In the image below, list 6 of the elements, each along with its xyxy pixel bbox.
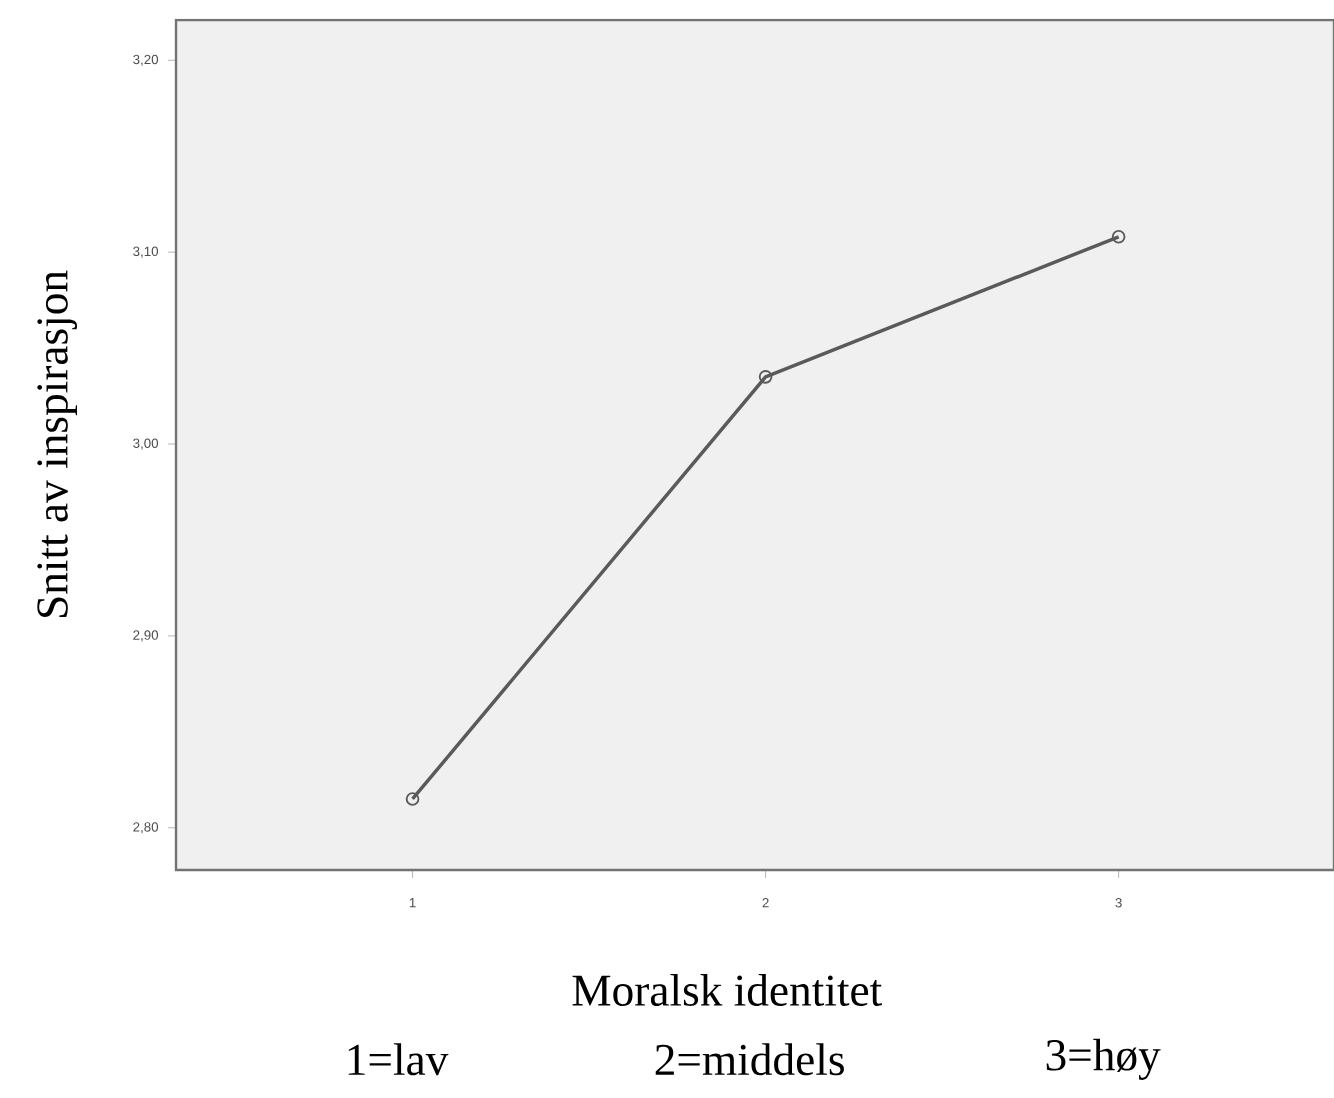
text: 2=middels [655,1043,844,1076]
text: 3=høy [1046,1038,1161,1080]
point [758,370,773,384]
y-axis-title: Snitt av inspirasjon [37,270,78,617]
text: 1=lav [348,1043,449,1076]
x-axis-title: Moralsk identitet [572,974,882,1006]
